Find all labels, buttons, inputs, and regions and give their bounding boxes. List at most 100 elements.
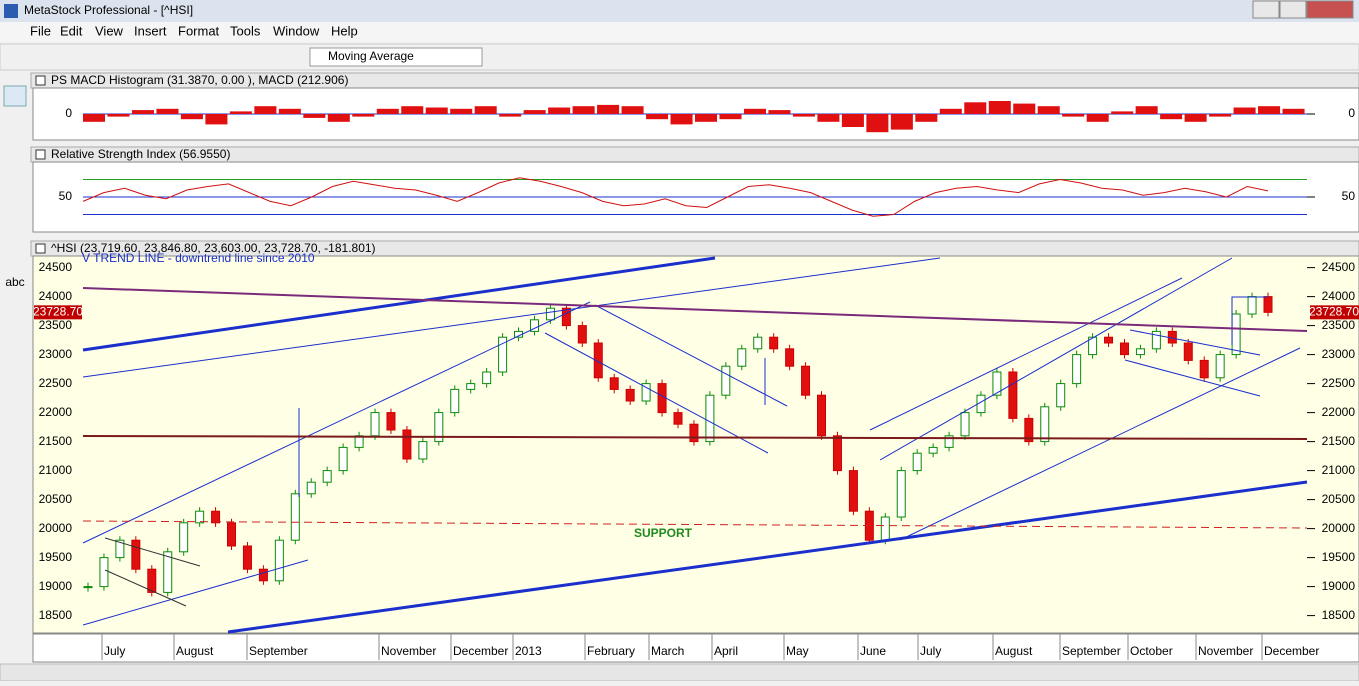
- candle: [1056, 383, 1066, 408]
- trend-lines: [82, 256, 1308, 634]
- x-tick-label: 2013: [515, 644, 542, 658]
- candle: [482, 371, 492, 385]
- candle: [322, 470, 332, 483]
- trend-line: [82, 559, 309, 626]
- histogram-bar: [1184, 114, 1207, 122]
- histogram-bar: [180, 114, 203, 120]
- panels: PS MACD Histogram (31.3870, 0.00 ), MACD…: [0, 72, 1359, 682]
- candle: [466, 383, 476, 390]
- support-line: [82, 520, 1308, 529]
- candle: [928, 446, 938, 454]
- histogram-bar: [964, 102, 987, 114]
- panel-icon: [35, 243, 46, 254]
- text-tool[interactable]: abc: [5, 275, 24, 289]
- histogram-bar: [743, 108, 766, 114]
- y-tick-label: 19000: [1322, 579, 1356, 593]
- y-tick-label: 23500: [1322, 318, 1356, 332]
- histogram-bar: [841, 114, 864, 127]
- histogram-bar: [376, 108, 399, 114]
- menu-item[interactable]: View: [95, 23, 124, 38]
- candle: [1104, 336, 1114, 344]
- candle: [99, 557, 109, 588]
- y-tick-label: 24500: [39, 260, 73, 274]
- histogram-bar: [1233, 107, 1256, 114]
- resistance-line: [82, 435, 1308, 440]
- y-tick-label: 18500: [1322, 608, 1356, 622]
- candle: [83, 586, 93, 589]
- histogram-bar: [988, 101, 1011, 114]
- candle: [657, 383, 667, 414]
- histogram-bar: [548, 107, 571, 114]
- candle: [880, 516, 890, 541]
- y-tick-label: 20000: [1322, 521, 1356, 535]
- trend-line: [82, 256, 716, 352]
- menu-item[interactable]: Insert: [134, 23, 167, 38]
- candle: [227, 522, 237, 547]
- candle: [1199, 359, 1209, 379]
- menu-item[interactable]: Window: [273, 23, 320, 38]
- histogram-bar: [205, 114, 228, 125]
- menu-item[interactable]: File: [30, 23, 51, 38]
- minimize[interactable]: [1252, 0, 1280, 19]
- histogram-bar: [719, 114, 742, 120]
- x-tick-label: August: [176, 644, 214, 658]
- histogram-bar: [1013, 103, 1036, 114]
- candle: [1040, 406, 1050, 443]
- histogram-bar: [1258, 106, 1281, 114]
- candle: [817, 394, 827, 437]
- candle: [1088, 336, 1098, 356]
- histogram-bar: [621, 106, 644, 114]
- candle: [163, 551, 173, 593]
- candle: [625, 388, 635, 402]
- indicator-dropdown[interactable]: [309, 47, 483, 67]
- candle: [689, 423, 699, 443]
- menu-item[interactable]: Edit: [60, 23, 83, 38]
- candle: [896, 470, 906, 518]
- candle: [1119, 342, 1129, 356]
- trend-line: [544, 332, 769, 454]
- y-tick-label: 21500: [1322, 434, 1356, 448]
- candle: [1247, 296, 1257, 315]
- trend-line: [594, 304, 788, 407]
- trend-line: [227, 480, 1308, 634]
- candle: [545, 307, 555, 321]
- candle: [832, 435, 842, 472]
- last-price-box: [1310, 305, 1359, 320]
- candle: [529, 319, 539, 332]
- panel-icon: [35, 149, 46, 160]
- y-tick-label: 23000: [39, 347, 73, 361]
- candle: [848, 470, 858, 512]
- candle: [753, 336, 763, 350]
- candle: [960, 412, 970, 437]
- candle: [402, 429, 412, 460]
- histogram-bar: [450, 108, 473, 114]
- menu-item[interactable]: Tools: [230, 23, 261, 38]
- y-tick-label: 0: [65, 106, 72, 120]
- x-tick-label: May: [786, 644, 809, 658]
- app-icon: [4, 4, 18, 18]
- histogram-bar: [156, 108, 179, 114]
- candle: [609, 377, 619, 390]
- x-tick-label: December: [453, 644, 508, 658]
- menu-item[interactable]: Format: [178, 23, 220, 38]
- histogram-bar: [695, 114, 718, 122]
- trend-line: [1129, 329, 1261, 356]
- candle: [1231, 313, 1241, 356]
- pointer-tool[interactable]: [3, 85, 27, 107]
- candle: [944, 435, 954, 448]
- candle: [673, 412, 683, 425]
- candle: [290, 493, 300, 541]
- candle: [1215, 354, 1225, 379]
- histogram-bar: [792, 114, 815, 117]
- maximize[interactable]: [1279, 0, 1307, 19]
- close[interactable]: [1306, 0, 1354, 19]
- candle: [386, 412, 396, 431]
- menu-item[interactable]: Help: [331, 23, 358, 38]
- histogram-bar: [499, 114, 522, 117]
- y-tick-label: 22000: [39, 405, 73, 419]
- x-tick-label: November: [1198, 644, 1253, 658]
- x-tick-label: July: [104, 644, 125, 658]
- candle: [211, 510, 221, 524]
- candle: [1072, 354, 1082, 385]
- y-tick-label: 23500: [39, 318, 73, 332]
